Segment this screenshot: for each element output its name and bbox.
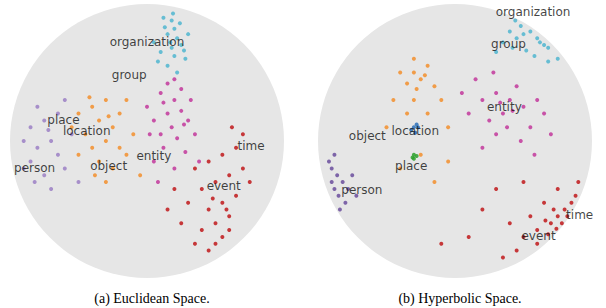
svg-text:group: group <box>491 37 526 51</box>
svg-text:place: place <box>47 113 80 128</box>
svg-text:object: object <box>90 159 127 173</box>
svg-text:(a) Euclidean Space.: (a) Euclidean Space. <box>94 291 209 307</box>
svg-text:time: time <box>566 208 593 222</box>
svg-text:event: event <box>207 179 241 193</box>
svg-text:(b) Hyperbolic Space.: (b) Hyperbolic Space. <box>398 291 521 307</box>
svg-text:place: place <box>395 159 427 173</box>
svg-text:location: location <box>391 124 439 138</box>
svg-text:object: object <box>349 129 386 143</box>
svg-text:group: group <box>112 68 147 82</box>
svg-text:time: time <box>238 139 265 153</box>
svg-text:organization: organization <box>496 5 571 19</box>
svg-text:location: location <box>63 124 111 138</box>
svg-text:event: event <box>521 229 555 243</box>
svg-text:person: person <box>14 161 55 175</box>
svg-text:entity: entity <box>136 149 171 163</box>
svg-text:entity: entity <box>487 100 522 114</box>
svg-text:organization: organization <box>110 35 185 49</box>
svg-text:person: person <box>341 183 382 197</box>
